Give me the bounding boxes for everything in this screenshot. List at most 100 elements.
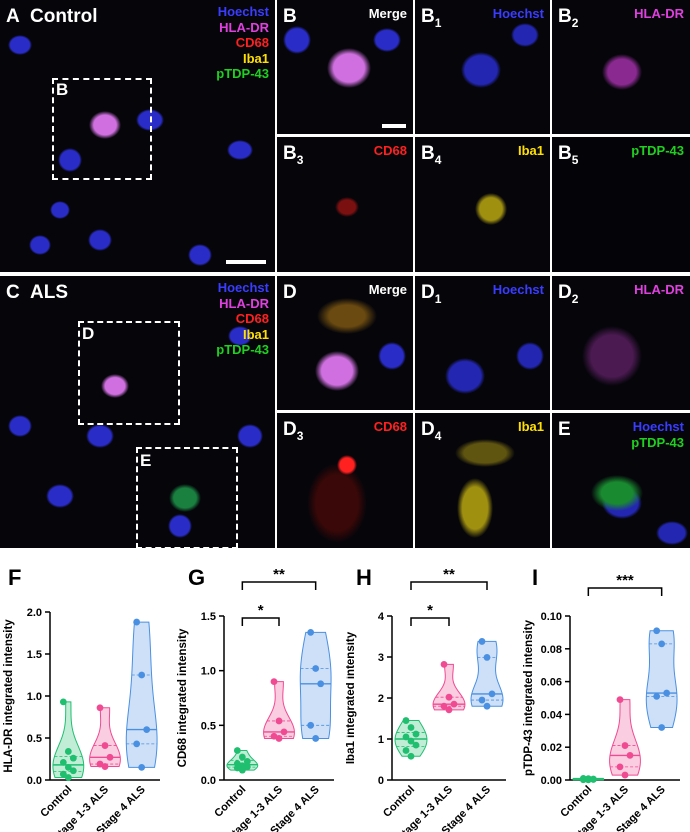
data-point [280,728,288,736]
panel-b3-cd68: B3 CD68 [277,137,413,272]
data-point [402,733,410,741]
data-point [616,763,624,771]
data-point [101,742,109,749]
data-point [64,764,72,771]
data-point [275,717,283,725]
legend-cd68: CD68 [235,311,269,326]
data-point [450,700,458,708]
data-point [69,767,77,775]
panel-label: B [283,6,297,27]
y-axis-label: pTDP-43 integrated intensity [523,619,535,776]
data-point [658,724,666,731]
legend-iba1: Iba1 [242,326,269,342]
channel-label: HLA-DR [634,282,684,297]
data-point [626,752,634,759]
significance-bracket [241,581,317,590]
panel-label: D [283,282,297,303]
violin [432,663,466,711]
panel-label: D3 [283,419,304,443]
panel-label: B1 [421,6,442,30]
panel-b-merge: B Merge [277,0,413,134]
y-tick-label: 0.5 [27,733,42,745]
data-point [59,698,67,706]
violin [645,630,678,729]
y-tick-label: 2.0 [27,607,42,619]
data-point [106,753,114,761]
data-point [478,696,486,704]
data-point [243,758,251,765]
panel-label: A [6,6,20,27]
legend-hla-dr: HLA-DR [219,19,269,35]
y-tick-label: 3 [378,652,384,664]
y-tick-label: 0.10 [541,611,562,623]
channel-label: CD68 [373,143,407,158]
significance-label: ** [443,566,455,583]
data-point [59,770,67,778]
panel-label: C [6,282,20,303]
panel-c-als: C ALS Hoechst HLA-DR CD68 Iba1 pTDP-43 D… [0,276,275,548]
roi-label-e: E [140,451,152,470]
legend-hla-dr: HLA-DR [219,295,269,311]
panel-label: D2 [558,282,579,306]
channel-label: Iba1 [517,419,544,434]
y-tick-label: 1 [378,734,384,746]
data-point [653,692,661,700]
legend-hoechst: Hoechst [217,280,269,295]
panel-label: B5 [558,143,579,167]
panel-label: B4 [421,143,442,167]
data-point [402,717,410,724]
data-point [412,730,420,738]
y-axis-label: Iba1 integrated intensity [346,631,357,764]
panel-label: D4 [421,419,442,443]
x-tick-label: Control [558,784,594,820]
panel-label: B2 [558,6,579,30]
panel-label: D1 [421,282,442,306]
channel-legend: Hoechst HLA-DR CD68 Iba1 pTDP-43 [216,4,269,82]
data-point [270,678,278,685]
data-point [445,693,453,701]
channel-label: Hoechst [492,6,544,21]
violin [470,640,504,707]
chart-label-f: F [8,565,22,590]
violin [609,699,641,776]
data-point [307,721,315,729]
data-point [445,706,453,714]
data-point [653,627,661,635]
panel-d-merge: D Merge [277,276,413,410]
panel-title: Control [30,6,98,27]
y-tick-label: 2 [378,693,384,705]
panel-d3-cd68: D3 CD68 [277,413,413,548]
data-point [69,754,77,762]
data-point [621,742,629,749]
y-tick-label: 1.0 [27,691,42,703]
y-tick-label: 0.06 [541,677,562,689]
channel-label-ptdp43: pTDP-43 [631,435,684,450]
data-point [307,629,315,636]
channel-label: pTDP-43 [631,143,684,158]
data-point [312,665,320,672]
x-tick-label: Control [381,784,417,820]
data-point [579,776,587,784]
panel-b1-hoechst: B1 Hoechst [415,0,550,134]
legend-ptdp43: pTDP-43 [216,342,269,357]
panel-d4-iba1: D4 Iba1 [415,413,550,548]
data-point [64,774,72,781]
panel-d2-hla-dr: D2 HLA-DR [552,276,690,410]
channel-legend: Hoechst HLA-DR CD68 Iba1 pTDP-43 [216,280,269,358]
panel-b4-iba1: B4 Iba1 [415,137,550,272]
y-tick-label: 1.0 [201,666,216,678]
channel-label: CD68 [373,419,407,434]
chart-i-ptdp43: 0.00 0.02 0.04 0.06 0.08 0.10 pTDP-43 integrat… [523,572,680,832]
chart-label-g: G [188,565,206,590]
data-point [488,690,496,698]
data-point [402,747,410,754]
data-point [233,747,241,754]
roi-box-e [136,447,238,548]
data-point [133,740,141,748]
data-point [317,680,325,688]
y-tick-label: 0.02 [541,742,562,754]
violin [125,621,158,768]
data-point [663,689,671,697]
panel-label: B3 [283,143,304,167]
